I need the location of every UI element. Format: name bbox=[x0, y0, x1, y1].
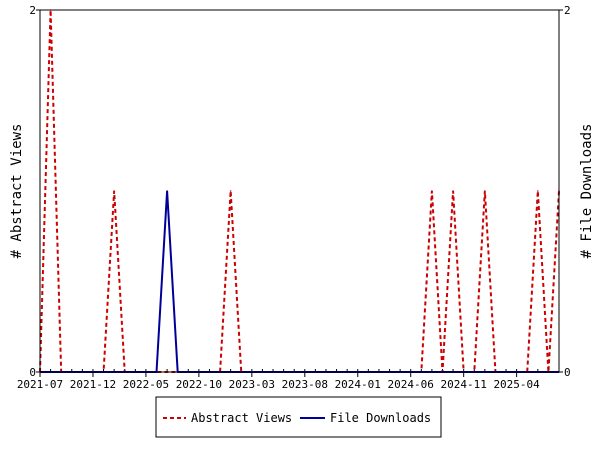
x-tick-label: 2022-05 bbox=[123, 378, 169, 391]
x-tick-label: 2023-03 bbox=[229, 378, 275, 391]
x-tick-label: 2024-11 bbox=[440, 378, 486, 391]
series-line-file-downloads bbox=[40, 190, 559, 373]
data-point-file-downloads bbox=[166, 190, 168, 192]
y-right-tick-label: 0 bbox=[564, 366, 571, 379]
data-point-abstract-views bbox=[431, 190, 433, 192]
legend-label-abstract-views: Abstract Views bbox=[191, 411, 292, 425]
legend: Abstract Views File Downloads bbox=[155, 396, 442, 438]
x-tick-label: 2022-10 bbox=[176, 378, 222, 391]
y-left-tick-label: 0 bbox=[29, 366, 36, 379]
data-point-abstract-views bbox=[113, 190, 115, 192]
data-point-abstract-views bbox=[537, 190, 539, 192]
data-point-abstract-views bbox=[452, 190, 454, 192]
plot-frame bbox=[39, 9, 560, 373]
x-tick-label: 2021-07 bbox=[17, 378, 63, 391]
x-tick-label: 2025-04 bbox=[493, 378, 540, 391]
series-layer bbox=[39, 9, 560, 373]
y-right-tick-label: 2 bbox=[564, 4, 571, 17]
legend-label-file-downloads: File Downloads bbox=[330, 411, 431, 425]
data-point-abstract-views bbox=[229, 190, 232, 192]
x-tick-label: 2024-06 bbox=[388, 378, 434, 391]
y-left-tick-label: 2 bbox=[29, 4, 36, 17]
data-point-abstract-views bbox=[484, 190, 486, 192]
x-tick-label: 2023-08 bbox=[282, 378, 328, 391]
x-tick-label: 2024-01 bbox=[335, 378, 381, 391]
y-axis-left-title: # Abstract Views bbox=[9, 124, 25, 259]
y-axis-right-title: # File Downloads bbox=[579, 124, 595, 259]
series-line-abstract-views bbox=[39, 9, 560, 373]
legend-box bbox=[155, 396, 442, 438]
labels-layer: 2021-07 2021-12 2022-05 2022-10 2023-03 2023-… bbox=[17, 4, 571, 391]
x-tick-label: 2021-12 bbox=[70, 378, 116, 391]
